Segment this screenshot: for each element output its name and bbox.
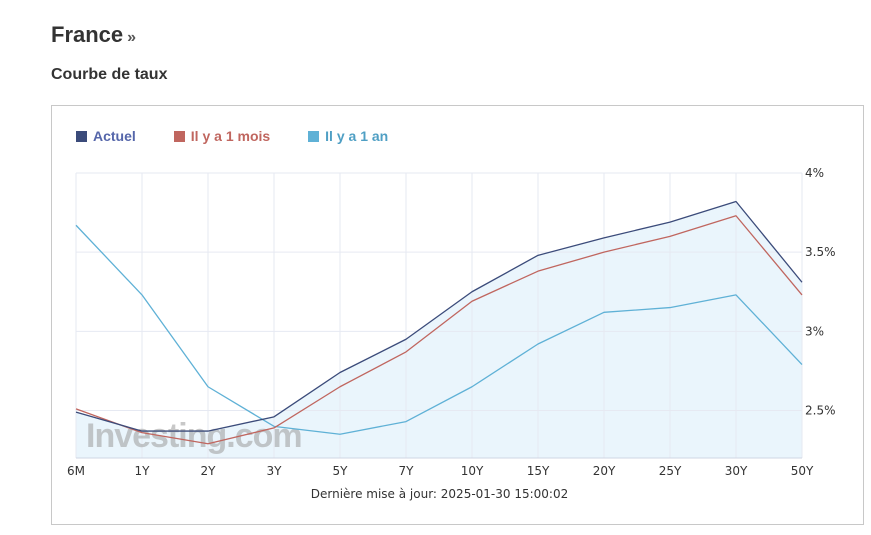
y-tick-label: 3.5% — [805, 245, 836, 259]
legend-swatch-an — [308, 130, 320, 142]
legend-item-actuel[interactable]: Actuel — [76, 128, 136, 144]
legend-swatch-actuel — [76, 130, 87, 142]
series-line-an — [75, 224, 803, 435]
y-tick-label: 3% — [805, 324, 824, 338]
page-title: France» — [51, 22, 136, 48]
legend-label-mois: Il y a 1 mois — [190, 128, 271, 144]
x-tick-label: 10Y — [461, 464, 484, 478]
chart-legend: Actuel Il y a 1 mois Il y a 1 an — [76, 128, 426, 144]
x-tick-label: 3Y — [267, 464, 283, 478]
investing-watermark-logo: Investing.com — [86, 417, 302, 455]
x-tick-label: 30Y — [725, 464, 748, 478]
country-title[interactable]: France — [51, 22, 124, 47]
more-arrow-icon[interactable]: » — [127, 29, 137, 46]
x-tick-label: 5Y — [333, 464, 349, 478]
y-tick-label: 4% — [805, 166, 824, 180]
legend-label-an: Il y a 1 an — [325, 128, 389, 144]
actuel-area-fill — [76, 201, 802, 458]
x-tick-label: 7Y — [399, 464, 415, 478]
y-tick-label: 2.5% — [805, 404, 836, 418]
x-tick-label: 1Y — [135, 464, 151, 478]
series-line-actuel — [75, 200, 803, 432]
legend-item-an[interactable]: Il y a 1 an — [308, 128, 388, 144]
legend-swatch-mois — [173, 130, 185, 142]
x-tick-label: 20Y — [593, 464, 616, 478]
last-update-text: Dernière mise à jour: 2025-01-30 15:00:0… — [310, 487, 569, 501]
x-tick-label: 25Y — [659, 464, 682, 478]
legend-item-mois[interactable]: Il y a 1 mois — [173, 128, 271, 144]
x-tick-label: 50Y — [791, 464, 814, 478]
legend-label-actuel: Actuel — [93, 128, 136, 144]
x-tick-label: 6M — [67, 464, 85, 478]
x-tick-label: 2Y — [201, 464, 217, 478]
section-subtitle: Courbe de taux — [51, 66, 168, 83]
chart-container — [51, 105, 864, 525]
series-line-mois — [75, 215, 803, 445]
x-tick-label: 15Y — [527, 464, 550, 478]
